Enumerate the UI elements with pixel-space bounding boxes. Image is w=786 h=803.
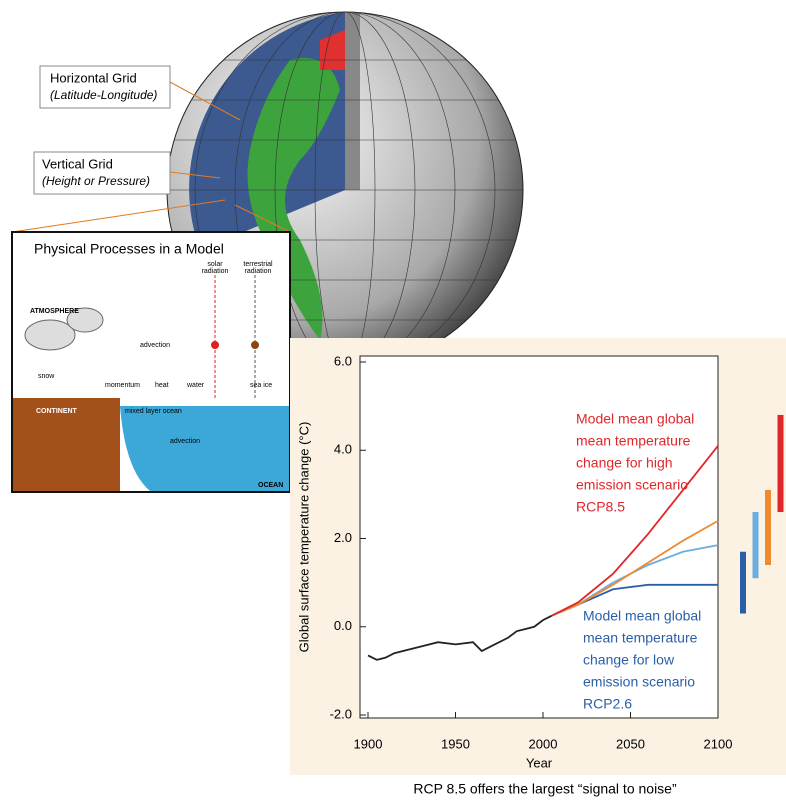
label: advection	[170, 438, 200, 445]
x-tick-label: 1900	[354, 736, 383, 751]
label: OCEAN	[258, 482, 283, 489]
range-bar	[778, 415, 784, 512]
label: mixed layer ocean	[125, 408, 182, 415]
annotation: emission scenario	[576, 477, 688, 493]
label: water	[186, 382, 205, 389]
y-axis-label: Global surface temperature change (°C)	[296, 422, 311, 653]
annotation: emission scenario	[583, 674, 695, 690]
annotation: Model mean global	[583, 608, 701, 624]
y-tick-label: 0.0	[334, 618, 352, 633]
label: ATMOSPHERE	[30, 308, 79, 315]
label: sea ice	[250, 382, 272, 389]
y-tick-label: 4.0	[334, 442, 352, 457]
range-bar	[740, 552, 746, 614]
label: (Latitude-Longitude)	[50, 88, 157, 102]
y-tick-label: 6.0	[334, 353, 352, 368]
label: heat	[155, 382, 169, 389]
x-tick-label: 2100	[704, 736, 733, 751]
caption: RCP 8.5 offers the largest “signal to no…	[413, 781, 677, 797]
annotation: RCP2.6	[583, 696, 632, 712]
label: snow	[38, 373, 55, 380]
label: advection	[140, 342, 170, 349]
label: radiation	[202, 268, 229, 275]
page: Horizontal Grid (Latitude-Longitude) Ver…	[0, 0, 786, 803]
annotation: change for high	[576, 455, 673, 471]
x-axis-label: Year	[526, 755, 553, 770]
range-bar	[765, 490, 771, 565]
annotation: mean temperature	[583, 630, 698, 646]
label: Horizontal Grid	[50, 70, 137, 85]
label: Vertical Grid	[42, 156, 113, 171]
label: terrestrial	[243, 261, 273, 268]
label: (Height or Pressure)	[42, 174, 150, 188]
inset-title: Physical Processes in a Model	[34, 241, 224, 257]
x-tick-label: 2050	[616, 736, 645, 751]
annotation: RCP8.5	[576, 499, 625, 515]
label: solar	[207, 261, 223, 268]
range-bar	[753, 512, 759, 578]
y-tick-label: -2.0	[330, 706, 352, 721]
y-tick-label: 2.0	[334, 530, 352, 545]
label: momentum	[105, 382, 140, 389]
x-tick-label: 1950	[441, 736, 470, 751]
label: CONTINENT	[36, 408, 78, 415]
annotation: mean temperature	[576, 433, 691, 449]
annotation: Model mean global	[576, 411, 694, 427]
x-tick-label: 2000	[529, 736, 558, 751]
label: radiation	[245, 268, 272, 275]
annotation: change for low	[583, 652, 675, 668]
inset: Physical Processes in a Model ATMOSPHERE…	[12, 232, 290, 492]
